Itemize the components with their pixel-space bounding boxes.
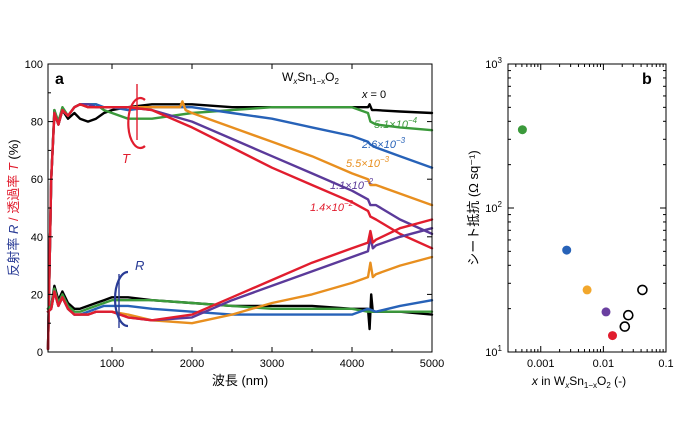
ylabel-part-0: 反射率 — [6, 234, 21, 277]
formula-2: 2 — [334, 77, 339, 86]
y-tick-label: 20 — [31, 289, 43, 301]
data-point-2 — [582, 285, 592, 295]
x-tick-label: 2000 — [180, 358, 204, 370]
b-x-tick-label: 0.01 — [593, 358, 614, 370]
xlabel-x: x — [531, 374, 539, 388]
panel-a-series-labels: x = 05.1×10−42.6×10−35.5×10−31.1×10−21.4… — [310, 89, 418, 214]
x-tick-label: 3000 — [260, 358, 284, 370]
panel-a-y-axis-label: 反射率 R / 透過率 T (%) — [6, 139, 21, 276]
panel-a-x-axis-label: 波長 (nm) — [212, 373, 268, 388]
series-label-exponent: −3 — [380, 155, 390, 164]
panel-a-axis-ticks: 1000 2000 3000 4000 5000 0 20 40 60 80 100 — [25, 59, 445, 370]
b-y-tick-label: 102 — [485, 200, 502, 215]
ylabel-part-4: (%) — [6, 139, 21, 163]
xlabel-o: O — [597, 374, 606, 388]
reflectance-bracket-icon: R — [113, 258, 144, 328]
series-label-equals: = 0 — [368, 89, 387, 101]
b-y-tick-label: 103 — [485, 56, 502, 71]
b-y-tick-exponent: 2 — [498, 200, 503, 209]
series-t-line-5 — [46, 103, 434, 351]
panel-b-data-points — [517, 125, 648, 341]
transmittance-label: T — [122, 151, 131, 166]
series-r-line-9 — [46, 255, 434, 325]
xlabel-unit: (-) — [611, 374, 626, 388]
data-point-1 — [562, 245, 572, 255]
y-tick-label: 60 — [31, 174, 43, 186]
series-label-4: 1.1×10−2 — [330, 177, 374, 192]
panel-b-x-axis-label: x in WxSn1−xO2 (-) — [531, 374, 626, 390]
formula-1-x: 1−x — [312, 77, 325, 86]
data-point-5 — [619, 321, 631, 332]
data-point-0 — [517, 125, 527, 135]
y-tick-label: 100 — [25, 59, 43, 71]
series-label-base: 1.1×10 — [330, 180, 365, 192]
data-point-4 — [608, 331, 617, 341]
xlabel-sub-2: 2 — [606, 381, 611, 390]
series-label-exponent: −2 — [364, 177, 374, 186]
panel-a-label: a — [55, 71, 64, 88]
panel-b-label: b — [642, 71, 652, 88]
series-label-base: 5.5×10 — [346, 158, 381, 170]
b-y-tick-label: 101 — [485, 344, 502, 359]
xlabel-sub-1-x: 1−x — [584, 381, 597, 390]
series-label-base: 5.1×10 — [374, 119, 409, 131]
series-label-3: 5.5×10−3 — [346, 155, 390, 170]
panel-a-series-lines — [46, 100, 434, 351]
x-tick-label: 5000 — [420, 358, 444, 370]
ylabel-part-3: T — [6, 162, 21, 171]
series-label-exponent: −4 — [408, 116, 418, 125]
data-point-6 — [622, 309, 634, 321]
panel-b-y-axis-label: シート抵抗 (Ω sq⁻¹) — [466, 150, 481, 266]
b-y-tick-exponent: 1 — [498, 344, 503, 353]
panel-b-plot-frame — [507, 63, 667, 353]
series-label-5: 1.4×10−2 — [310, 199, 354, 214]
formula-o: O — [325, 70, 334, 84]
ylabel-part-1: R — [6, 225, 21, 234]
x-tick-label: 1000 — [100, 358, 124, 370]
xlabel-sn: Sn — [569, 374, 584, 388]
transmittance-bracket-icon: T — [122, 84, 146, 166]
y-tick-label: 0 — [37, 347, 43, 359]
b-y-tick-exponent: 3 — [498, 56, 503, 65]
series-label-exponent: −3 — [396, 136, 406, 145]
series-label-exponent: −2 — [344, 199, 354, 208]
formula-x: x — [292, 77, 298, 86]
b-y-tick-base: 10 — [485, 59, 497, 71]
xlabel-sub-x: x — [564, 381, 570, 390]
series-label-2: 2.6×10−3 — [361, 136, 406, 151]
series-r-line-7 — [46, 287, 434, 313]
data-point-7 — [637, 284, 648, 296]
series-label-base: 2.6×10 — [361, 139, 397, 151]
series-label-1: 5.1×10−4 — [374, 116, 418, 131]
y-tick-label: 40 — [31, 232, 43, 244]
data-point-3 — [601, 307, 611, 317]
b-y-tick-base: 10 — [485, 203, 497, 215]
series-label-base: x — [361, 89, 368, 101]
b-x-tick-label: 0.1 — [658, 358, 673, 370]
b-y-tick-base: 10 — [485, 347, 497, 359]
series-label-base: 1.4×10 — [310, 202, 345, 214]
series-label-0: x = 0 — [361, 89, 386, 101]
formula-sn: Sn — [297, 70, 312, 84]
y-tick-label: 80 — [31, 117, 43, 129]
series-r-line-11 — [46, 218, 434, 322]
x-tick-label: 4000 — [340, 358, 364, 370]
xlabel-in-w: in W — [538, 374, 566, 388]
panel-a-formula-label: WxSn1−xO2 — [282, 70, 339, 86]
reflectance-label: R — [135, 258, 144, 273]
ylabel-part-2: / 透過率 — [6, 171, 21, 224]
b-x-tick-label: 0.001 — [527, 358, 555, 370]
formula-w: W — [282, 70, 294, 84]
